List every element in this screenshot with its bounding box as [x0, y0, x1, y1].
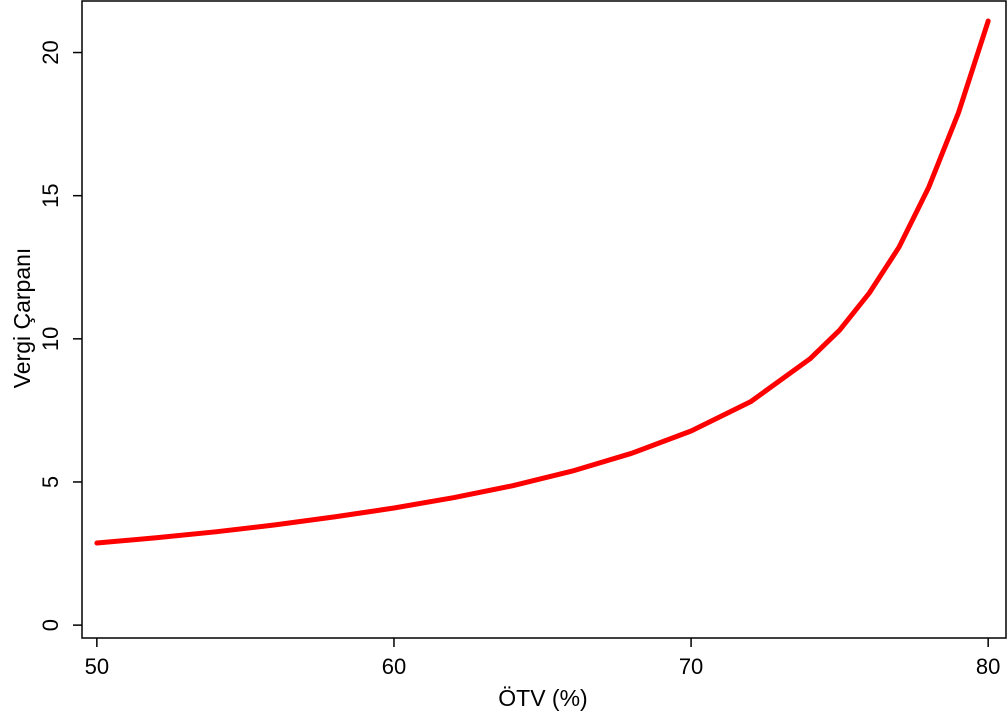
x-tick-label: 70 — [679, 654, 703, 679]
y-tick-label: 10 — [38, 327, 63, 351]
y-axis-title: Vergi Çarpanı — [9, 248, 35, 389]
y-axis: 0 5 10 15 20 — [38, 40, 82, 631]
plot-frame — [81, 0, 1007, 639]
series-line — [94, 18, 991, 546]
x-tick-label: 50 — [85, 654, 109, 679]
y-tick-label: 20 — [38, 40, 63, 64]
x-axis-title: ÖTV (%) — [498, 685, 587, 711]
y-tick-label: 5 — [38, 476, 63, 488]
x-axis: 50 60 70 80 — [85, 638, 1000, 679]
x-tick-label: 60 — [382, 654, 406, 679]
y-tick-label: 0 — [38, 619, 63, 631]
y-tick-label: 15 — [38, 183, 63, 207]
x-tick-label: 80 — [976, 654, 1000, 679]
